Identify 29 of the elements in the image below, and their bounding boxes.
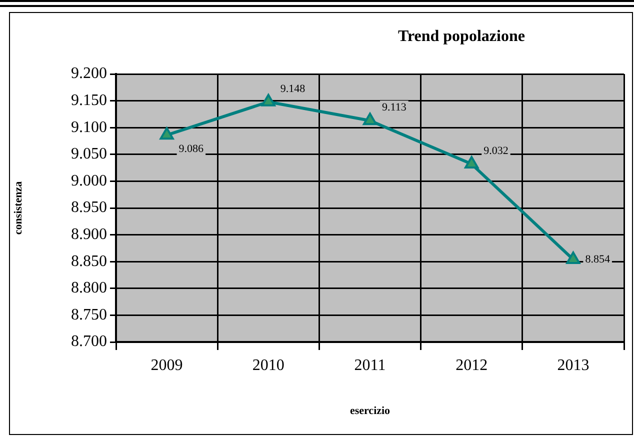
data-label: 8.854 (585, 253, 610, 266)
y-tick-label: 9.000 (71, 172, 107, 190)
data-label: 9.086 (178, 142, 204, 155)
point (261, 94, 276, 106)
data-label: 9.032 (484, 144, 508, 157)
y-tick-label: 9.100 (71, 118, 107, 136)
data-label: 9.113 (382, 102, 407, 114)
y-tick-label: 8.900 (71, 226, 107, 244)
data-label: 9.148 (280, 82, 306, 95)
x-tick-label: 2010 (252, 356, 284, 374)
y-tick-label: 8.800 (71, 280, 107, 297)
x-axis-title: esercizio (350, 405, 391, 418)
x-tick-label: 2012 (456, 356, 488, 374)
x-tick-label: 2009 (150, 356, 183, 374)
chart-title: Trend popolazione (398, 28, 525, 46)
y-tick-label: 8.700 (71, 333, 107, 350)
x-tick-label: 2011 (354, 356, 386, 374)
y-tick-label: 8.950 (71, 199, 107, 216)
y-tick-label: 8.750 (71, 306, 107, 324)
point (464, 156, 479, 169)
y-tick-label: 9.150 (71, 92, 107, 110)
point (160, 127, 174, 140)
y-axis-title: consistenza (12, 180, 24, 235)
y-tick-label: 9.050 (71, 146, 107, 163)
y-tick-label: 8.850 (71, 252, 107, 270)
x-tick-label: 2013 (557, 356, 590, 374)
point (566, 251, 580, 264)
y-tick-label: 9.200 (71, 65, 107, 82)
point (362, 112, 378, 126)
